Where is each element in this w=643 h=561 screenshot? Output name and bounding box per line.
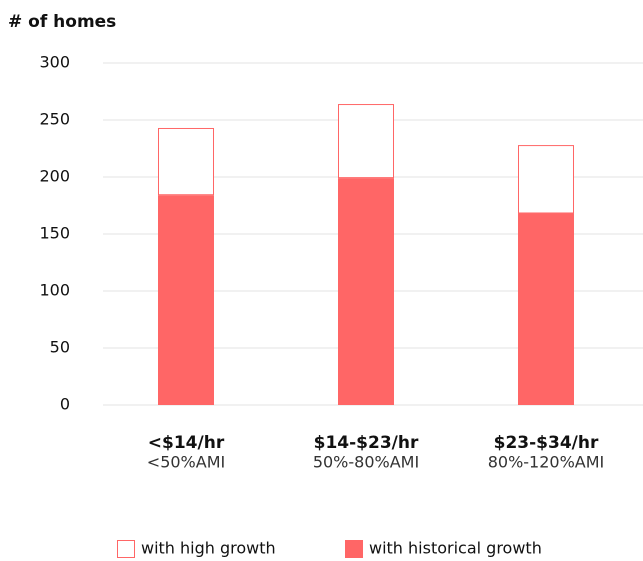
legend-label: with high growth [141,539,276,558]
legend-swatch [117,540,135,558]
x-tick-sublabel: <50%AMI [147,453,225,472]
y-tick-label: 200 [39,167,70,186]
y-tick-label: 50 [50,338,70,357]
y-tick-label: 0 [60,395,70,414]
y-tick-label: 150 [39,224,70,243]
bar-segment [158,127,214,196]
x-tick-label: $23-$34/hr [494,433,599,453]
x-tick-sublabel: 80%-120%AMI [488,453,605,472]
x-tick-label: $14-$23/hr [314,433,419,453]
y-tick-label: 300 [39,53,70,72]
x-tick-sublabel: 50%-80%AMI [313,453,419,472]
bar-segment [338,104,394,179]
y-tick-label: 100 [39,281,70,300]
legend-swatch [345,540,363,558]
bar-segment [158,195,214,405]
bar-segment [518,213,574,405]
bar-segment [338,178,394,405]
bar-segment [518,145,574,214]
y-tick-label: 250 [39,110,70,129]
legend-label: with historical growth [369,539,542,558]
x-tick-label: <$14/hr [148,433,225,453]
chart-title: # of homes [8,12,116,32]
